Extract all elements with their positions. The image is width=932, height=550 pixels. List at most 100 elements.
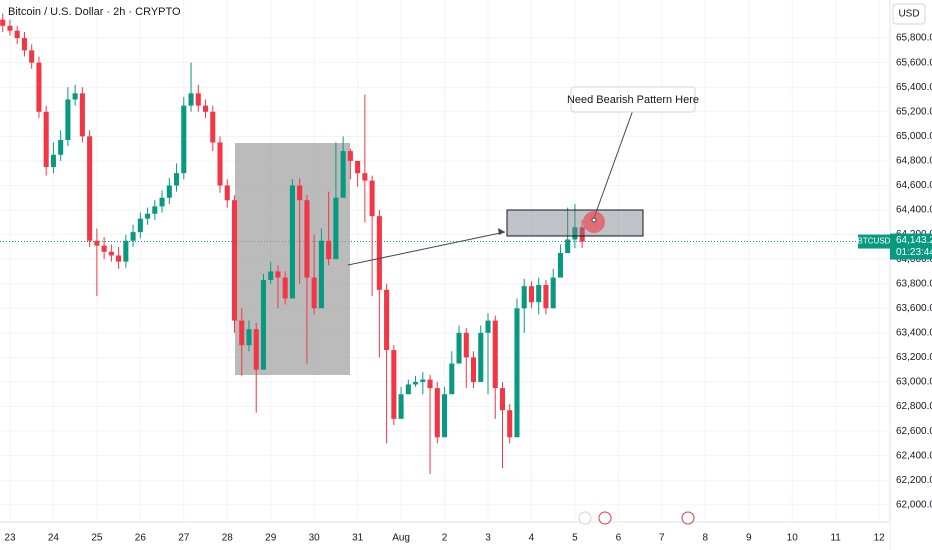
x-tick-label: 3 bbox=[485, 533, 491, 544]
candle-body bbox=[94, 240, 100, 246]
y-tick-label: 62,800.00 bbox=[896, 401, 932, 412]
candle-body bbox=[101, 245, 107, 252]
candle-body bbox=[492, 320, 498, 389]
candle-body bbox=[275, 271, 281, 278]
currency-box[interactable] bbox=[892, 3, 926, 25]
candle-body bbox=[217, 142, 223, 186]
candle-body bbox=[507, 410, 513, 438]
candle-body bbox=[347, 151, 353, 161]
event-icon[interactable] bbox=[681, 511, 695, 525]
candle-body bbox=[174, 173, 180, 186]
candle-body bbox=[188, 93, 194, 106]
arrow-line bbox=[347, 231, 506, 266]
candle-body bbox=[405, 384, 411, 395]
candle-body bbox=[108, 251, 114, 256]
event-icon[interactable] bbox=[598, 511, 612, 525]
candle-body bbox=[384, 289, 390, 351]
candle-body bbox=[333, 197, 339, 260]
y-tick-label: 65,600.00 bbox=[896, 57, 932, 68]
price-axis bbox=[890, 0, 932, 550]
candle-body bbox=[166, 185, 172, 198]
candle-body bbox=[579, 227, 585, 242]
candle-body bbox=[260, 280, 267, 370]
candle-body bbox=[116, 255, 122, 262]
candle-body bbox=[152, 206, 158, 214]
x-tick-label: 24 bbox=[48, 533, 60, 544]
candle-body bbox=[246, 329, 252, 346]
candle-body bbox=[340, 151, 346, 198]
candle-body bbox=[210, 111, 216, 143]
x-tick-label: 12 bbox=[874, 533, 886, 544]
candle-body bbox=[65, 99, 71, 141]
candle-body bbox=[420, 379, 426, 382]
candle-body bbox=[123, 240, 129, 262]
axes: 62,000.00 62,200.00 62,400.00 62,600.00 62,8… bbox=[4, 33, 932, 544]
candle-body bbox=[391, 350, 397, 419]
y-tick-label: 63,400.00 bbox=[896, 327, 932, 338]
arrow-head bbox=[498, 228, 505, 235]
candle-body bbox=[413, 381, 419, 385]
y-tick-label: 63,800.00 bbox=[896, 278, 932, 289]
annotation-box bbox=[570, 86, 696, 113]
y-tick-label: 63,000.00 bbox=[896, 377, 932, 388]
currency[interactable]: USD bbox=[898, 9, 919, 20]
candle-body bbox=[514, 308, 520, 438]
candle-body bbox=[0, 19, 6, 26]
grid bbox=[0, 0, 890, 522]
candle-body bbox=[572, 227, 578, 240]
y-tick-label: 63,600.00 bbox=[896, 303, 932, 314]
candle-body bbox=[557, 253, 563, 278]
candles bbox=[0, 13, 585, 475]
x-tick-label: 7 bbox=[659, 533, 665, 544]
candle-body bbox=[470, 357, 477, 382]
candle-body bbox=[536, 284, 542, 303]
x-tick-label: 9 bbox=[746, 533, 752, 544]
candle-body bbox=[297, 185, 303, 201]
candle-body bbox=[239, 320, 245, 346]
last-price-label: 64,143.26 bbox=[896, 235, 932, 246]
candle-body bbox=[282, 277, 288, 299]
candle-body bbox=[362, 173, 368, 181]
y-tick-label: 64,600.00 bbox=[896, 180, 932, 191]
symbol-tag bbox=[858, 234, 890, 249]
x-tick-label: 27 bbox=[178, 533, 190, 544]
x-tick-label: 25 bbox=[91, 533, 103, 544]
candle-body bbox=[50, 154, 56, 168]
candle-body bbox=[376, 216, 382, 290]
chart-title: Bitcoin / U.S. Dollar · 2h · CRYPTO bbox=[8, 6, 181, 18]
candle-body bbox=[543, 284, 549, 309]
countdown: 01:23:44 bbox=[896, 247, 932, 258]
candle-body bbox=[79, 93, 85, 137]
candle-body bbox=[550, 277, 556, 309]
x-tick-label: 11 bbox=[830, 533, 841, 544]
candle-body bbox=[528, 286, 534, 303]
candle-body bbox=[253, 329, 259, 370]
candle-body bbox=[21, 38, 27, 51]
y-tick-label: 62,400.00 bbox=[896, 450, 932, 461]
candle-body bbox=[369, 180, 375, 217]
candle-body bbox=[355, 160, 361, 174]
y-tick-label: 65,400.00 bbox=[896, 82, 932, 93]
candle-body bbox=[58, 140, 64, 155]
candle-body bbox=[318, 240, 324, 309]
resistance-box bbox=[506, 209, 644, 237]
candle-body bbox=[130, 232, 136, 241]
y-tick-label: 64,400.00 bbox=[896, 205, 932, 216]
x-tick-label: 5 bbox=[572, 533, 578, 544]
candle-body bbox=[29, 50, 35, 63]
x-tick-label: 30 bbox=[309, 533, 321, 544]
x-tick-label: 6 bbox=[616, 533, 622, 544]
y-tick-label: 65,800.00 bbox=[896, 33, 932, 44]
candle-body bbox=[456, 332, 462, 364]
x-tick-label: 4 bbox=[529, 533, 535, 544]
event-icon[interactable] bbox=[578, 511, 592, 525]
y-tick-label: 65,000.00 bbox=[896, 131, 932, 142]
candle-body bbox=[463, 332, 469, 358]
candle-body bbox=[195, 93, 201, 106]
y-tick-label: 64,800.00 bbox=[896, 156, 932, 167]
x-tick-label: 26 bbox=[135, 533, 147, 544]
x-tick-label: Aug bbox=[392, 533, 410, 544]
candle-body bbox=[43, 111, 49, 168]
x-tick-label: 31 bbox=[352, 533, 364, 544]
